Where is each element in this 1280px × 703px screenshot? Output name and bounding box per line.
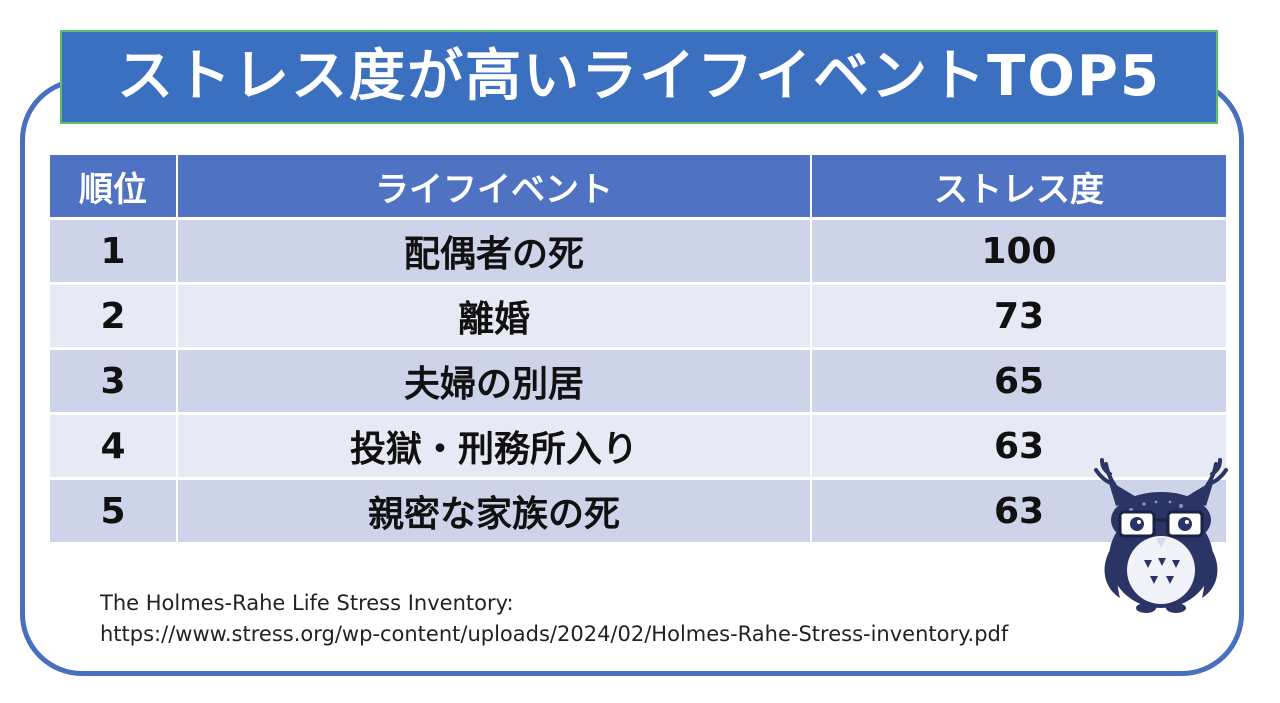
rank-cell: 3 bbox=[50, 350, 178, 415]
header-event: ライフイベント bbox=[178, 155, 812, 220]
header-stress: ストレス度 bbox=[812, 155, 1226, 220]
table-row: 2 離婚 73 bbox=[50, 285, 1226, 350]
owl-icon bbox=[1094, 458, 1228, 613]
rank-cell: 1 bbox=[50, 220, 178, 285]
stress-table: 順位 ライフイベント ストレス度 1 配偶者の死 100 2 離婚 73 3 夫… bbox=[50, 155, 1226, 545]
source-url: https://www.stress.org/wp-content/upload… bbox=[100, 622, 1009, 646]
event-cell: 配偶者の死 bbox=[178, 220, 812, 285]
table-row: 1 配偶者の死 100 bbox=[50, 220, 1226, 285]
table-row: 3 夫婦の別居 65 bbox=[50, 350, 1226, 415]
table-header-row: 順位 ライフイベント ストレス度 bbox=[50, 155, 1226, 220]
source-citation: The Holmes-Rahe Life Stress Inventory: h… bbox=[100, 588, 1008, 650]
stress-cell: 65 bbox=[812, 350, 1226, 415]
table-row: 4 投獄・刑務所入り 63 bbox=[50, 415, 1226, 480]
event-cell: 離婚 bbox=[178, 285, 812, 350]
event-cell: 投獄・刑務所入り bbox=[178, 415, 812, 480]
header-rank: 順位 bbox=[50, 155, 178, 220]
table-row: 5 親密な家族の死 63 bbox=[50, 480, 1226, 545]
rank-cell: 2 bbox=[50, 285, 178, 350]
event-cell: 親密な家族の死 bbox=[178, 480, 812, 545]
stress-cell: 100 bbox=[812, 220, 1226, 285]
stress-cell: 73 bbox=[812, 285, 1226, 350]
event-cell: 夫婦の別居 bbox=[178, 350, 812, 415]
rank-cell: 5 bbox=[50, 480, 178, 545]
rank-cell: 4 bbox=[50, 415, 178, 480]
stress-cell: 63 bbox=[812, 415, 1226, 480]
page-title: ストレス度が高いライフイベントTOP5 bbox=[60, 30, 1218, 124]
source-title: The Holmes-Rahe Life Stress Inventory: bbox=[100, 591, 514, 615]
